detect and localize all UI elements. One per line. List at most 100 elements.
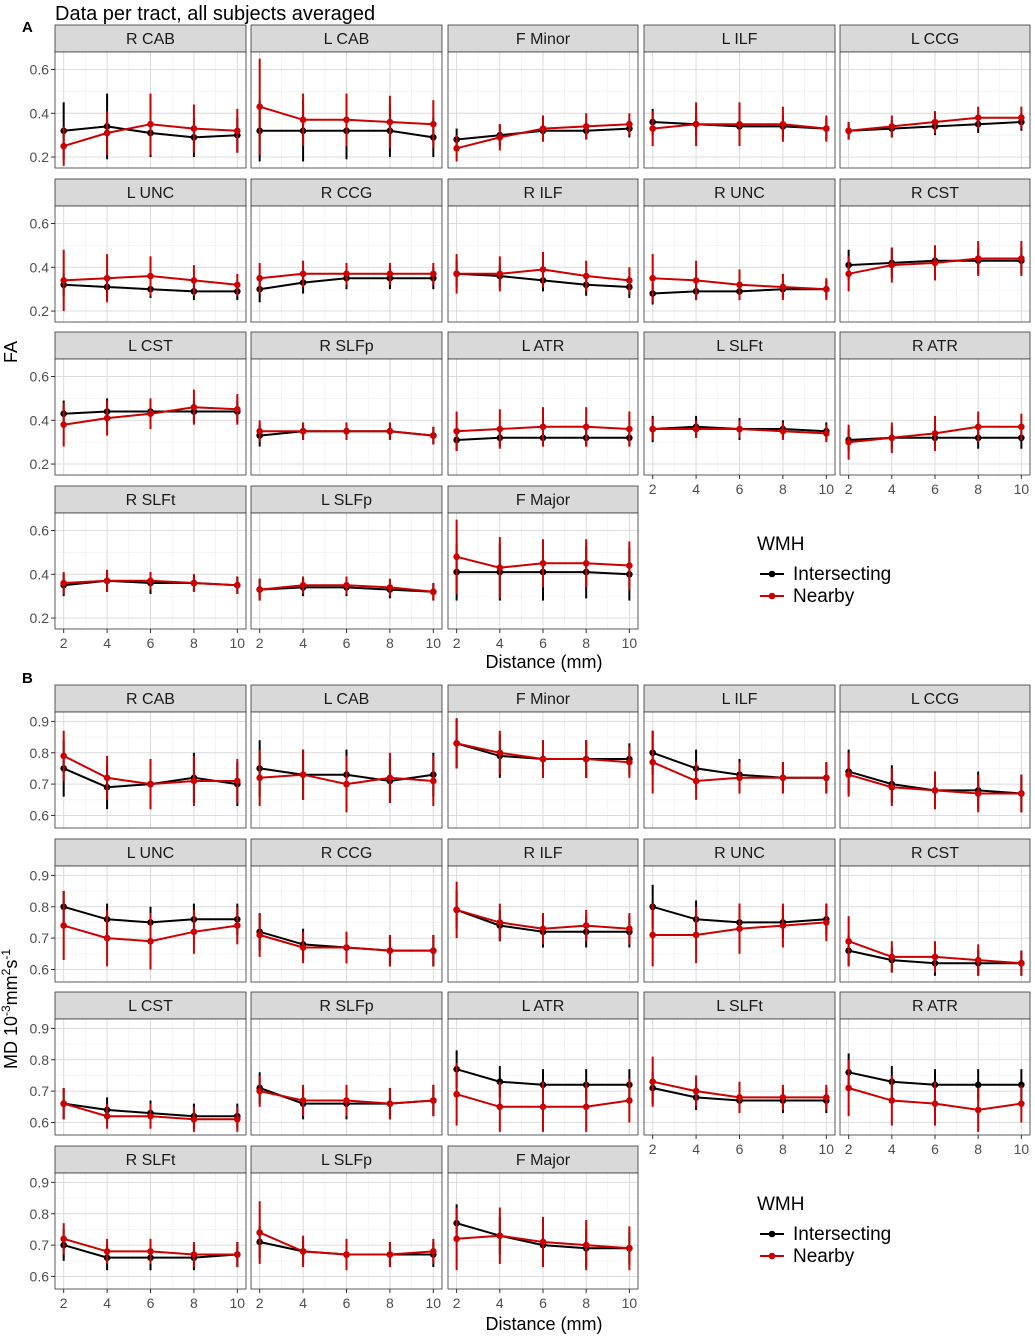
y-tick-label: 0.8 <box>30 1206 50 1222</box>
facet-strip <box>54 991 247 1020</box>
data-point <box>736 774 743 782</box>
facet-title: L SLFp <box>321 492 372 509</box>
data-point <box>190 1251 198 1258</box>
facet-title: L UNC <box>127 185 174 202</box>
series-nearby <box>649 102 830 147</box>
y-axis-title: FA <box>1 341 21 363</box>
data-point <box>430 1248 437 1255</box>
data-point <box>1018 255 1025 262</box>
facet-l-unc: L UNC 0.2 0.4 0.6 <box>30 178 247 323</box>
x-tick-label: 6 <box>931 1141 939 1157</box>
x-tick-label: 10 <box>230 635 246 651</box>
legend-key-point <box>768 592 776 600</box>
y-tick-label: 0.2 <box>30 456 50 472</box>
data-point <box>974 956 982 964</box>
data-point <box>931 259 939 267</box>
facet-strip <box>643 331 836 360</box>
data-point <box>190 125 198 132</box>
data-point <box>453 270 460 278</box>
data-point <box>626 425 633 433</box>
facet-title: R ILF <box>523 845 562 862</box>
data-point <box>453 906 460 914</box>
facet-strip <box>54 24 247 53</box>
data-point <box>256 1229 263 1236</box>
facet-r-ilf: R ILF <box>447 838 639 983</box>
data-point <box>736 1094 743 1101</box>
data-point <box>496 564 504 572</box>
data-point <box>496 425 504 433</box>
data-point <box>823 430 830 437</box>
data-point <box>60 142 67 150</box>
data-point <box>256 1087 263 1095</box>
x-tick-label: 4 <box>496 635 504 651</box>
y-tick-label: 0.9 <box>30 1174 50 1190</box>
data-point <box>931 953 939 961</box>
data-point <box>453 740 460 747</box>
data-point <box>299 270 307 278</box>
x-tick-label: 2 <box>649 481 657 497</box>
data-point <box>190 1116 198 1123</box>
y-axis-title: MD 10-3mm2s-1 <box>0 949 21 1069</box>
legend-label: Intersecting <box>793 564 891 585</box>
data-point <box>453 553 460 561</box>
facet-border <box>54 865 247 983</box>
data-point <box>386 1100 394 1107</box>
facet-l-ilf: L ILF <box>643 24 836 169</box>
y-tick-label: 0.9 <box>30 713 50 729</box>
data-point <box>736 425 743 433</box>
data-point <box>147 937 154 945</box>
x-tick-label: 2 <box>453 635 461 651</box>
facet-l-cab: L CAB <box>250 24 443 169</box>
facet-r-unc: R UNC <box>643 838 836 983</box>
data-point <box>190 928 198 936</box>
x-tick-label: 2 <box>60 635 68 651</box>
facet-strip <box>447 331 639 360</box>
data-point <box>60 277 67 284</box>
data-point <box>626 277 633 284</box>
facet-border <box>839 205 1031 323</box>
facet-r-cab: R CAB 0.6 0.7 0.8 0.9 <box>30 684 247 829</box>
data-point <box>453 427 460 435</box>
data-point <box>974 790 982 797</box>
facet-l-ilf: L ILF <box>643 684 836 829</box>
data-point <box>496 919 504 926</box>
data-point <box>103 577 111 585</box>
series-nearby <box>60 389 241 447</box>
data-point <box>823 774 830 782</box>
y-tick-label: 0.6 <box>30 961 50 977</box>
x-tick-label: 6 <box>736 1141 744 1157</box>
data-point <box>147 120 154 128</box>
x-tick-label: 4 <box>496 1295 504 1311</box>
data-point <box>582 123 590 130</box>
legend-key-point <box>768 1230 776 1238</box>
facet-title: R CCG <box>321 185 373 202</box>
data-point <box>823 1094 830 1101</box>
x-axis-title: Distance (mm) <box>485 652 602 672</box>
facet-strip <box>54 178 247 207</box>
data-point <box>299 581 307 589</box>
data-point <box>496 134 504 141</box>
series-nearby <box>649 1056 830 1114</box>
x-tick-label: 6 <box>147 635 155 651</box>
data-point <box>823 125 830 132</box>
facet-border <box>447 205 639 323</box>
data-point <box>147 1112 154 1120</box>
legend-label: Intersecting <box>793 1224 891 1245</box>
facet-border <box>839 51 1031 169</box>
x-tick-label: 4 <box>692 1141 700 1157</box>
data-point <box>582 560 590 567</box>
data-point <box>582 1103 590 1111</box>
data-point <box>649 274 656 282</box>
data-point <box>649 1078 656 1086</box>
x-tick-label: 2 <box>256 1295 264 1311</box>
data-point <box>692 425 700 433</box>
facet-r-ilf: R ILF <box>447 178 639 323</box>
data-point <box>103 1248 111 1255</box>
data-point <box>190 579 198 587</box>
data-point <box>147 272 154 280</box>
facet-title: L CST <box>128 338 173 355</box>
data-point <box>845 127 852 135</box>
facet-title: L CAB <box>324 691 370 708</box>
series-nearby <box>453 407 633 451</box>
series-nearby <box>649 730 830 800</box>
